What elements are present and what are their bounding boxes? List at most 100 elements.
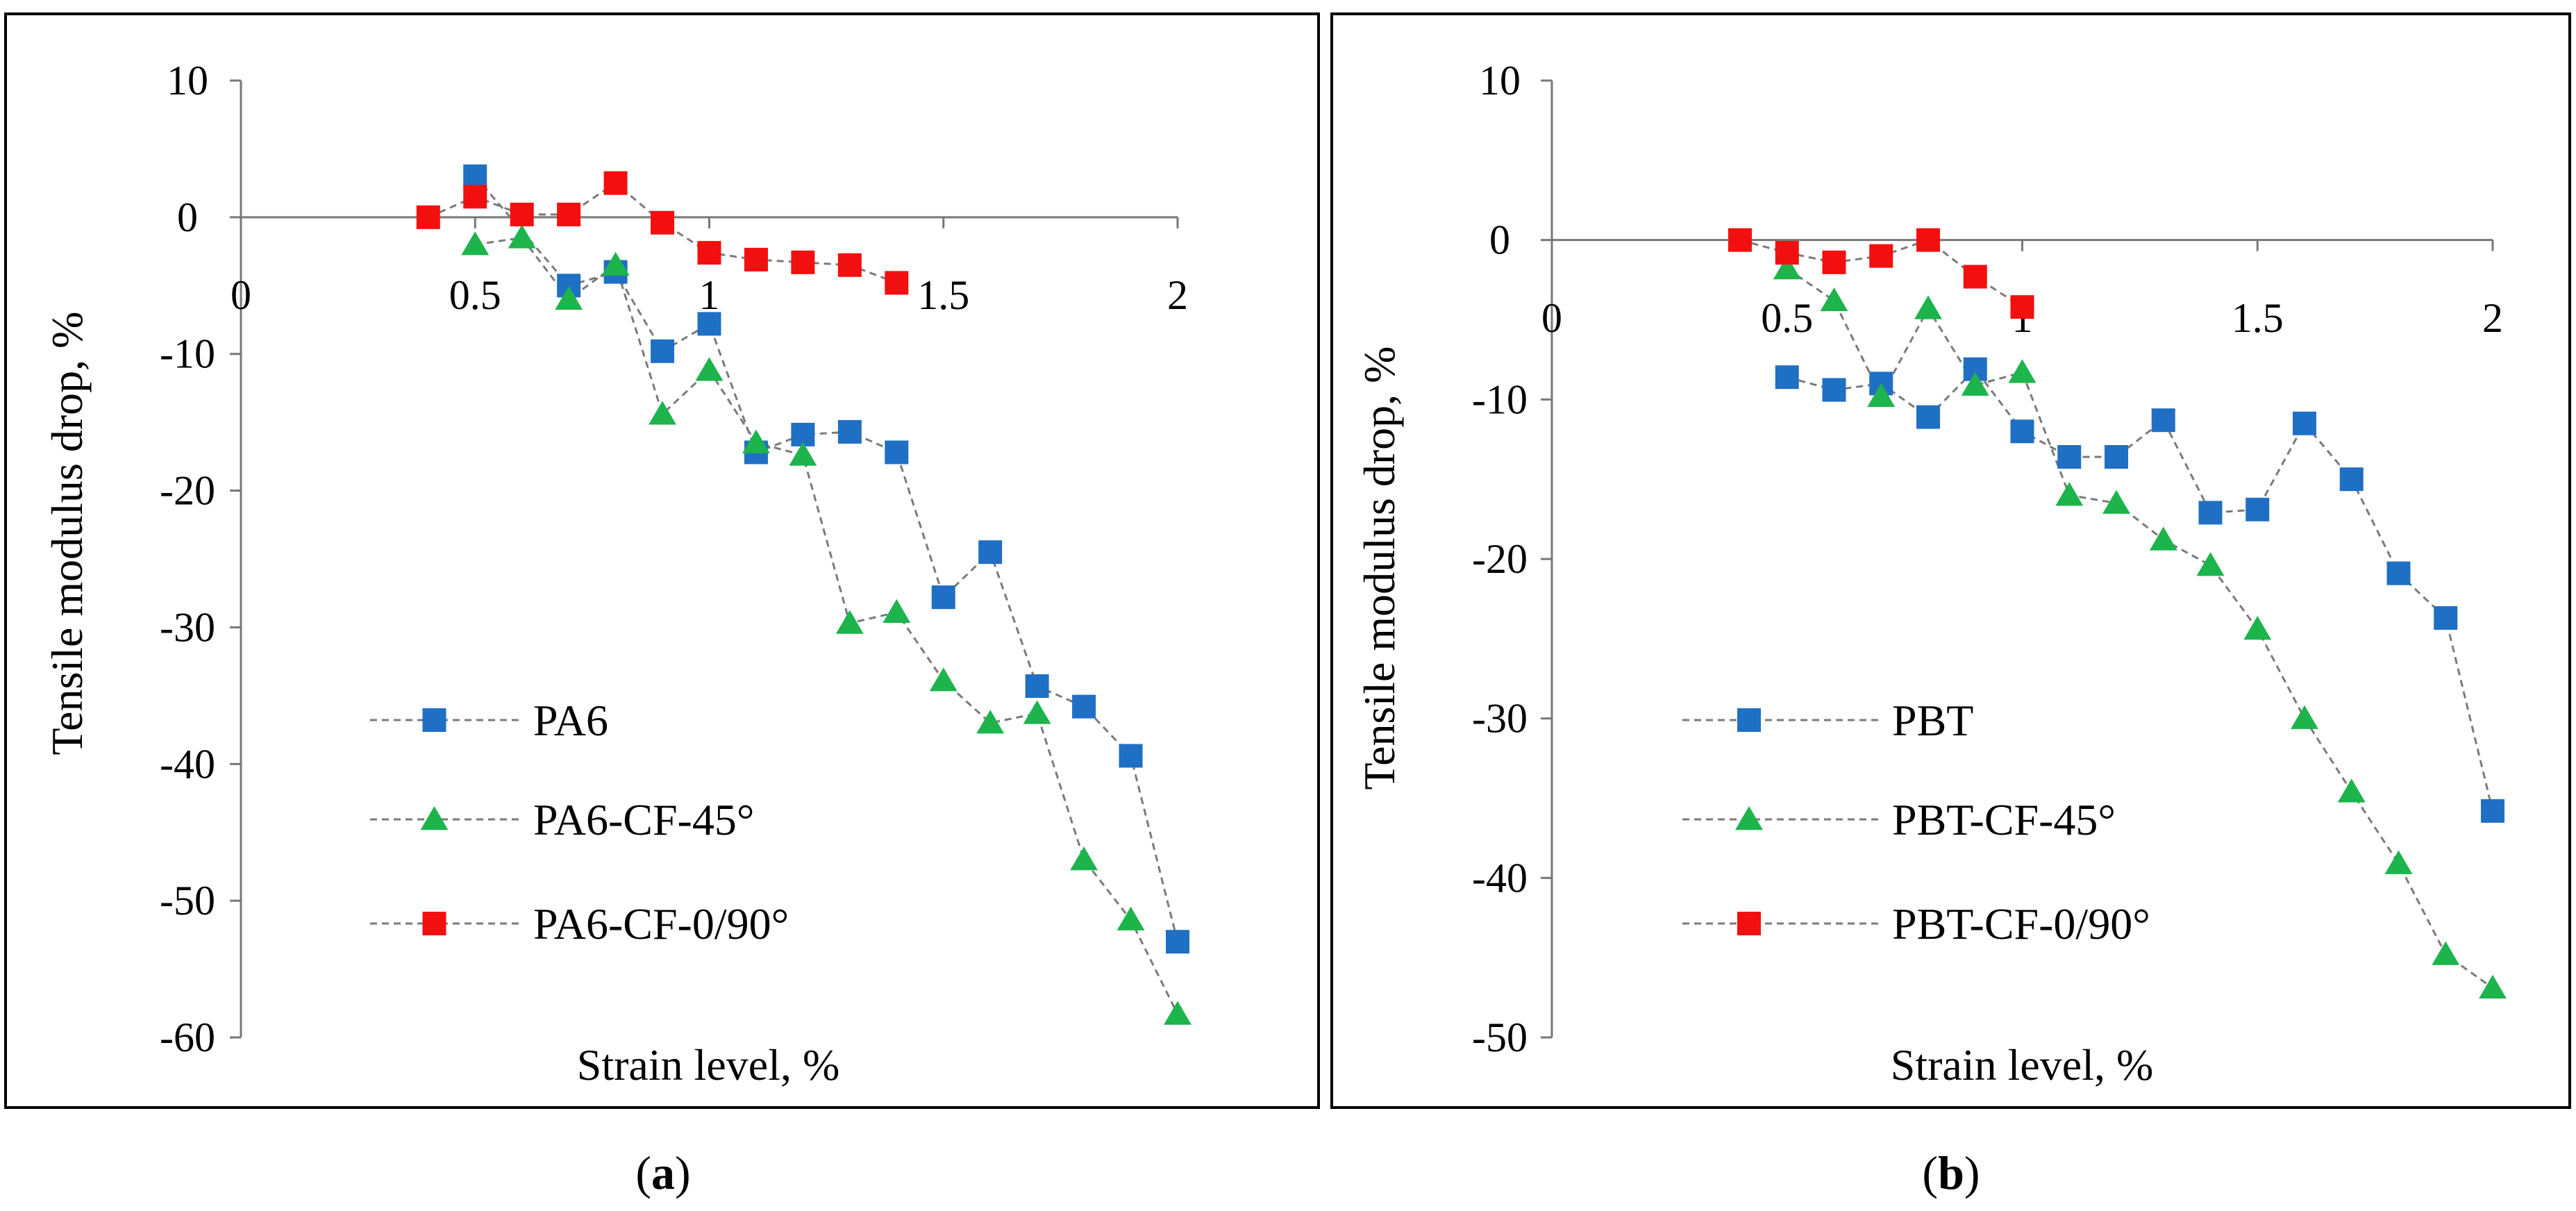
y-tick-label: -10: [1472, 376, 1528, 422]
data-point-pa6-cf-0-90: [837, 253, 862, 277]
x-tick-label: 2: [2482, 295, 2503, 341]
legend-label-pa6: PA6: [533, 696, 608, 745]
data-point-pa6: [1166, 930, 1189, 954]
legend-label-pa6-cf-45: PA6-CF-45°: [533, 795, 754, 844]
data-point-pa6-cf-45: [835, 610, 864, 634]
data-point-pa6-cf-45: [555, 285, 583, 310]
data-point-pa6-cf-0-90: [885, 271, 909, 295]
data-point-pbt-cf-0-90: [1916, 228, 1940, 252]
data-point-pa6: [931, 585, 955, 610]
y-tick-label: 10: [167, 58, 208, 103]
y-tick-label: -20: [1472, 536, 1528, 582]
data-point-pbt: [2151, 408, 2175, 433]
data-point-pbt-cf-0-90: [1963, 265, 1987, 289]
y-tick-label: 0: [177, 194, 198, 240]
data-point-pbt-cf-0-90: [1775, 241, 1799, 265]
data-point-pa6: [1072, 694, 1096, 719]
data-point-pa6: [837, 419, 862, 444]
caption-a-open: (: [635, 1146, 651, 1199]
legend-marker-pa6: [422, 708, 446, 732]
data-point-pbt-cf-45: [1820, 287, 1848, 312]
caption-b-open: (: [1922, 1146, 1938, 1199]
data-point-pbt-cf-45: [2243, 616, 2272, 640]
data-point-pa6-cf-45: [649, 401, 676, 425]
legend-label-pbt: PBT: [1892, 696, 1973, 745]
x-tick-label: 0.5: [1761, 295, 1813, 341]
chart-panel-a: 10 0 -10 -20 -30 -40 -50 -60 0 0.5 1 1.5 2 PA6 PA6-C…: [4, 12, 1320, 1109]
caption-b-label: b: [1938, 1146, 1964, 1199]
series-line-pa6-cf-45: [475, 236, 1179, 1015]
data-point-pbt-cf-45: [2196, 552, 2225, 576]
caption-a-label: a: [651, 1146, 675, 1199]
data-point-pa6: [885, 440, 909, 465]
data-point-pa6-cf-0-90: [416, 205, 440, 229]
legend-entry-pa6-cf-45: PA6-CF-45°: [370, 795, 754, 844]
data-point-pa6-cf-45: [976, 710, 1005, 734]
x-tick-label: 1: [699, 272, 720, 318]
caption-a-close: ): [675, 1146, 691, 1199]
caption-b-close: ): [1964, 1146, 1980, 1199]
legend-entry-pa6-cf-0-90: PA6-CF-0/90°: [370, 899, 789, 949]
x-axis-title-b: Strain level, %: [1891, 1040, 2154, 1089]
data-point-pbt-cf-45: [1961, 371, 1989, 396]
legend-marker-pbt-cf-45: [1735, 806, 1763, 830]
y-tick-label: -40: [1472, 855, 1528, 901]
data-point-pa6-cf-45: [789, 442, 817, 466]
data-point-pbt: [1822, 378, 1846, 402]
data-point-pbt-cf-45: [2384, 850, 2413, 874]
series-line-pbt: [1787, 367, 2494, 812]
data-point-pbt-cf-45: [2008, 359, 2036, 383]
data-point-pbt-cf-45: [1867, 383, 1896, 407]
y-axis-title-b: Tensile modulus drop, %: [1355, 346, 1404, 790]
data-point-pa6-cf-0-90: [557, 202, 581, 226]
data-point-pbt-cf-45: [2102, 490, 2130, 514]
data-point-pa6-cf-0-90: [744, 247, 768, 272]
data-point-pbt-cf-45: [2479, 974, 2507, 999]
data-point-pbt-cf-45: [1773, 256, 1801, 280]
data-point-pa6-cf-45: [695, 357, 724, 381]
data-point-pbt: [2057, 445, 2082, 469]
data-point-pbt: [2245, 497, 2270, 521]
data-point-pbt: [2010, 419, 2034, 444]
data-point-pbt-cf-45: [2337, 778, 2366, 803]
y-tick-label: -60: [160, 1014, 215, 1060]
data-point-pbt-cf-0-90: [1869, 244, 1893, 268]
data-point-pa6-cf-45: [1023, 700, 1051, 724]
y-tick-label: -10: [160, 331, 215, 377]
data-point-pa6-cf-0-90: [463, 185, 487, 209]
data-point-pbt-cf-0-90: [2010, 295, 2034, 319]
data-point-pa6-cf-45: [929, 667, 957, 692]
series-line-pbt-cf-45: [1786, 267, 2493, 989]
data-point-pbt-cf-0-90: [1728, 228, 1752, 252]
x-tick-label: 1.5: [917, 272, 969, 318]
data-point-pbt: [1775, 365, 1799, 390]
legend-entry-pbt: PBT: [1682, 696, 1973, 745]
x-tick-label: 0: [1541, 295, 1562, 341]
data-point-pbt-cf-45: [2432, 941, 2460, 965]
y-tick-label: 10: [1479, 58, 1521, 103]
data-point-pa6-cf-0-90: [510, 202, 534, 226]
x-axis-title-a: Strain level, %: [577, 1040, 840, 1089]
legend-symbol-pa6-cf-45: [420, 806, 449, 830]
legend-label-pbt-cf-45: PBT-CF-45°: [1892, 795, 2116, 844]
data-point-pa6-cf-45: [1116, 906, 1145, 930]
data-point-pbt: [2198, 501, 2223, 525]
x-tick-label: 1.5: [2232, 295, 2284, 341]
legend-symbol-pbt-cf-45: [1735, 806, 1763, 830]
data-point-pa6-cf-45: [508, 224, 536, 249]
panel-a-frame: [4, 12, 1320, 1109]
caption-a: (a): [635, 1146, 690, 1199]
legend-marker-pbt-cf-0-90: [1737, 912, 1761, 935]
data-point-pa6-cf-45: [601, 251, 630, 276]
data-point-pa6-cf-45: [742, 429, 770, 453]
data-point-pbt-cf-0-90: [1822, 250, 1846, 274]
y-tick-label: -30: [160, 604, 215, 650]
legend-symbol-pbt: [1737, 708, 1761, 732]
data-point-pbt: [2434, 606, 2458, 630]
y-tick-label: -30: [1472, 696, 1528, 742]
data-point-pbt-cf-45: [2291, 705, 2318, 729]
x-tick-label: 0.5: [449, 272, 501, 318]
